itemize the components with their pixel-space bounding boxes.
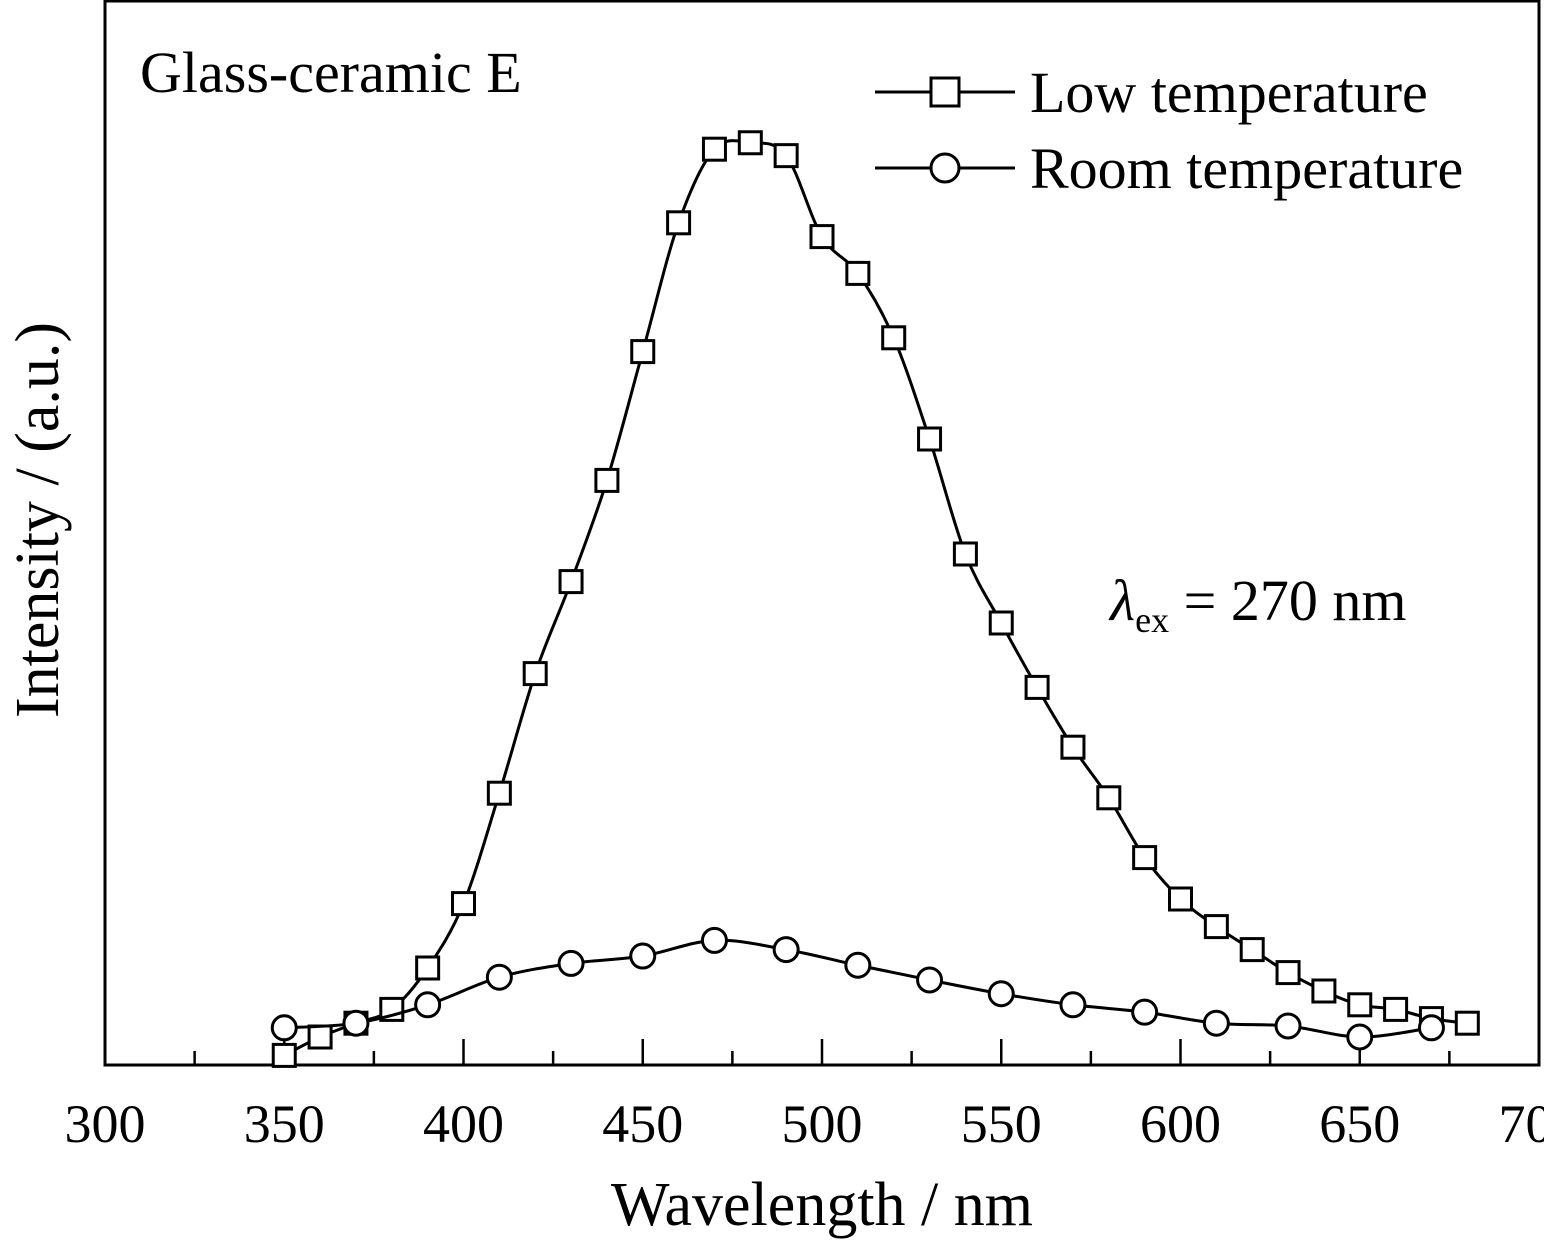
data-point-low-temperature — [451, 891, 476, 917]
data-point-low-temperature — [630, 339, 656, 365]
y-axis-title: Intensity / (a.u.) — [4, 322, 72, 718]
data-point-low-temperature — [988, 610, 1014, 636]
x-tick-label: 300 — [65, 1094, 146, 1154]
x-tick-label: 550 — [961, 1094, 1042, 1154]
series-low-temperature — [271, 130, 1480, 1068]
legend-label-room-temperature: Room temperature — [1030, 136, 1463, 201]
x-tick-label: 450 — [602, 1094, 683, 1154]
annotation-lambda-symbol: λ — [1108, 568, 1135, 633]
data-point-low-temperature — [594, 467, 620, 493]
data-point-low-temperature — [307, 1024, 333, 1050]
data-point-low-temperature — [1275, 960, 1301, 986]
data-point-low-temperature — [917, 426, 943, 452]
data-point-low-temperature — [1024, 674, 1050, 700]
x-tick-label: 400 — [423, 1094, 504, 1154]
data-point-low-temperature — [1096, 785, 1122, 811]
data-point-low-temperature — [1239, 937, 1265, 963]
data-point-room-temperature — [270, 1014, 298, 1042]
legend-marker-room-temperature — [929, 152, 961, 184]
data-point-room-temperature — [1059, 991, 1087, 1019]
data-point-low-temperature — [773, 143, 799, 169]
data-point-low-temperature — [1060, 734, 1086, 760]
data-point-low-temperature — [486, 780, 512, 806]
legend-label-low-temperature: Low temperature — [1030, 60, 1428, 125]
data-point-room-temperature — [485, 963, 513, 991]
data-point-room-temperature — [844, 951, 872, 979]
data-point-room-temperature — [342, 1009, 370, 1037]
data-point-low-temperature — [1383, 996, 1409, 1022]
x-axis-ticks — [103, 1039, 1541, 1065]
data-point-low-temperature — [271, 1042, 297, 1068]
x-tick-label: 600 — [1140, 1094, 1221, 1154]
legend-marker-low-temperature — [929, 76, 961, 108]
annotation-subscript: ex — [1135, 600, 1169, 640]
data-point-room-temperature — [1202, 1009, 1230, 1037]
x-tick-label: 700 — [1499, 1094, 1544, 1154]
data-point-low-temperature — [1347, 992, 1373, 1018]
data-point-room-temperature — [916, 966, 944, 994]
data-point-low-temperature — [1132, 845, 1158, 871]
series-room-temperature — [270, 926, 1445, 1051]
data-point-room-temperature — [772, 936, 800, 964]
data-point-low-temperature — [1168, 886, 1193, 912]
data-point-low-temperature — [737, 130, 763, 156]
data-point-room-temperature — [1274, 1012, 1302, 1040]
legend: Low temperature Room temperature — [875, 60, 1463, 201]
excitation-annotation: λex = 270 nm — [1108, 568, 1406, 640]
data-point-low-temperature — [1203, 914, 1229, 940]
series-layer — [270, 130, 1480, 1068]
data-point-room-temperature — [1417, 1014, 1445, 1042]
data-point-low-temperature — [558, 569, 584, 595]
data-point-low-temperature — [415, 955, 441, 981]
panel-label: Glass-ceramic E — [140, 40, 522, 105]
data-point-low-temperature — [666, 210, 692, 236]
data-point-low-temperature — [1311, 978, 1337, 1004]
x-axis-tick-labels: 300 350 400 450 500 550 600 650 700 — [65, 1094, 1544, 1154]
data-point-room-temperature — [629, 942, 657, 970]
data-point-room-temperature — [987, 980, 1015, 1008]
x-tick-label: 350 — [244, 1094, 325, 1154]
x-tick-label: 650 — [1319, 1094, 1400, 1154]
data-point-room-temperature — [1131, 998, 1159, 1026]
data-point-low-temperature — [881, 325, 907, 351]
data-point-room-temperature — [414, 991, 442, 1019]
x-axis-title: Wavelength / nm — [611, 1171, 1033, 1239]
data-point-low-temperature — [952, 541, 978, 567]
x-tick-label: 500 — [782, 1094, 863, 1154]
data-point-room-temperature — [557, 949, 585, 977]
data-point-low-temperature — [522, 661, 548, 687]
data-point-low-temperature — [845, 260, 871, 286]
annotation-value: = 270 nm — [1169, 568, 1406, 633]
data-point-room-temperature — [700, 926, 728, 954]
data-point-room-temperature — [1346, 1023, 1374, 1051]
data-point-low-temperature — [701, 136, 727, 162]
data-point-low-temperature — [809, 224, 835, 250]
data-point-low-temperature — [1454, 1010, 1480, 1036]
